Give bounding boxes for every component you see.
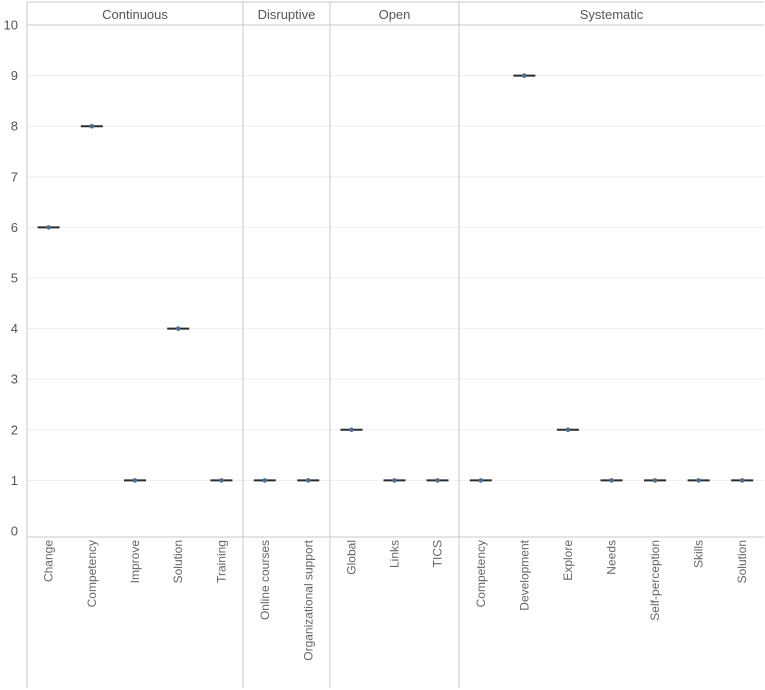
y-tick-label: 3 — [11, 372, 18, 387]
data-marks — [37, 73, 754, 483]
data-point-dot — [89, 123, 95, 129]
y-tick-label: 5 — [11, 271, 18, 286]
group-header-label: Continuous — [102, 7, 168, 22]
data-point[interactable] — [210, 478, 233, 483]
x-axis: Change Competency Improve Solution Training O… — [42, 539, 750, 660]
category-tick-label: Organizational support — [301, 539, 315, 660]
data-point-dot — [132, 478, 138, 483]
category-tick-label: Needs — [605, 540, 619, 575]
data-point[interactable] — [644, 478, 667, 483]
y-tick-label: 0 — [11, 524, 18, 539]
y-tick-label: 9 — [11, 68, 18, 83]
y-tick-label: 8 — [11, 119, 18, 134]
category-tick-label: Links — [388, 540, 402, 568]
category-tick-label: Change — [42, 540, 56, 582]
data-point-dot — [739, 478, 745, 483]
category-tick-label: Solution — [171, 540, 185, 583]
data-point[interactable] — [167, 326, 190, 331]
y-tick-label: 7 — [11, 169, 18, 184]
data-point[interactable] — [600, 478, 623, 483]
data-point[interactable] — [340, 427, 363, 433]
data-point-dot — [219, 478, 224, 483]
data-point-dot — [522, 73, 527, 78]
category-tick-label: TICS — [431, 540, 445, 567]
data-point[interactable] — [469, 478, 492, 483]
data-point-dot — [175, 326, 181, 331]
group-header-label: Disruptive — [258, 7, 316, 22]
data-point[interactable] — [37, 225, 60, 230]
y-tick-label: 4 — [11, 321, 18, 336]
category-tick-label: Solution — [735, 540, 749, 583]
category-tick-label: Global — [345, 540, 359, 575]
data-point-dot — [696, 478, 701, 483]
data-point[interactable] — [687, 478, 710, 483]
data-point-dot — [435, 478, 440, 483]
data-point[interactable] — [297, 478, 320, 483]
category-tick-label: Improve — [128, 540, 142, 584]
y-tick-label: 2 — [11, 422, 18, 437]
data-point[interactable] — [426, 478, 449, 483]
data-point-dot — [349, 427, 354, 433]
data-point-dot — [565, 427, 571, 433]
category-tick-label: Development — [517, 539, 531, 610]
y-axis: 0 1 2 3 4 5 6 7 8 9 10 — [4, 18, 18, 539]
data-point[interactable] — [80, 123, 103, 129]
grid-lines — [27, 75, 764, 481]
category-tick-label: Training — [214, 540, 228, 583]
data-point-dot — [652, 478, 658, 483]
group-header-label: Open — [379, 7, 411, 22]
category-tick-label: Online courses — [258, 540, 272, 620]
data-point-dot — [478, 478, 484, 483]
data-point[interactable] — [513, 73, 536, 78]
data-point-dot — [262, 478, 268, 483]
category-tick-label: Competency — [85, 540, 99, 607]
data-point-dot — [392, 478, 397, 483]
category-tick-label: Competency — [474, 540, 488, 607]
data-point-dot — [305, 478, 311, 483]
category-tick-label: Skills — [692, 540, 706, 568]
category-tick-label: Self-perception — [648, 540, 662, 621]
y-tick-label: 10 — [4, 18, 18, 33]
data-point[interactable] — [253, 478, 276, 483]
category-tick-label: Explore — [561, 540, 575, 581]
data-point[interactable] — [556, 427, 579, 433]
data-point-dot — [609, 478, 614, 483]
data-point-dot — [46, 225, 51, 230]
data-point[interactable] — [383, 478, 406, 483]
data-point[interactable] — [124, 478, 146, 483]
y-tick-label: 6 — [11, 220, 18, 235]
chart-frame — [26, 1, 764, 688]
data-point[interactable] — [731, 478, 754, 483]
group-headers: Continuous Disruptive Open Systematic — [102, 7, 644, 22]
group-header-label: Systematic — [580, 7, 644, 22]
y-tick-label: 1 — [11, 473, 18, 488]
